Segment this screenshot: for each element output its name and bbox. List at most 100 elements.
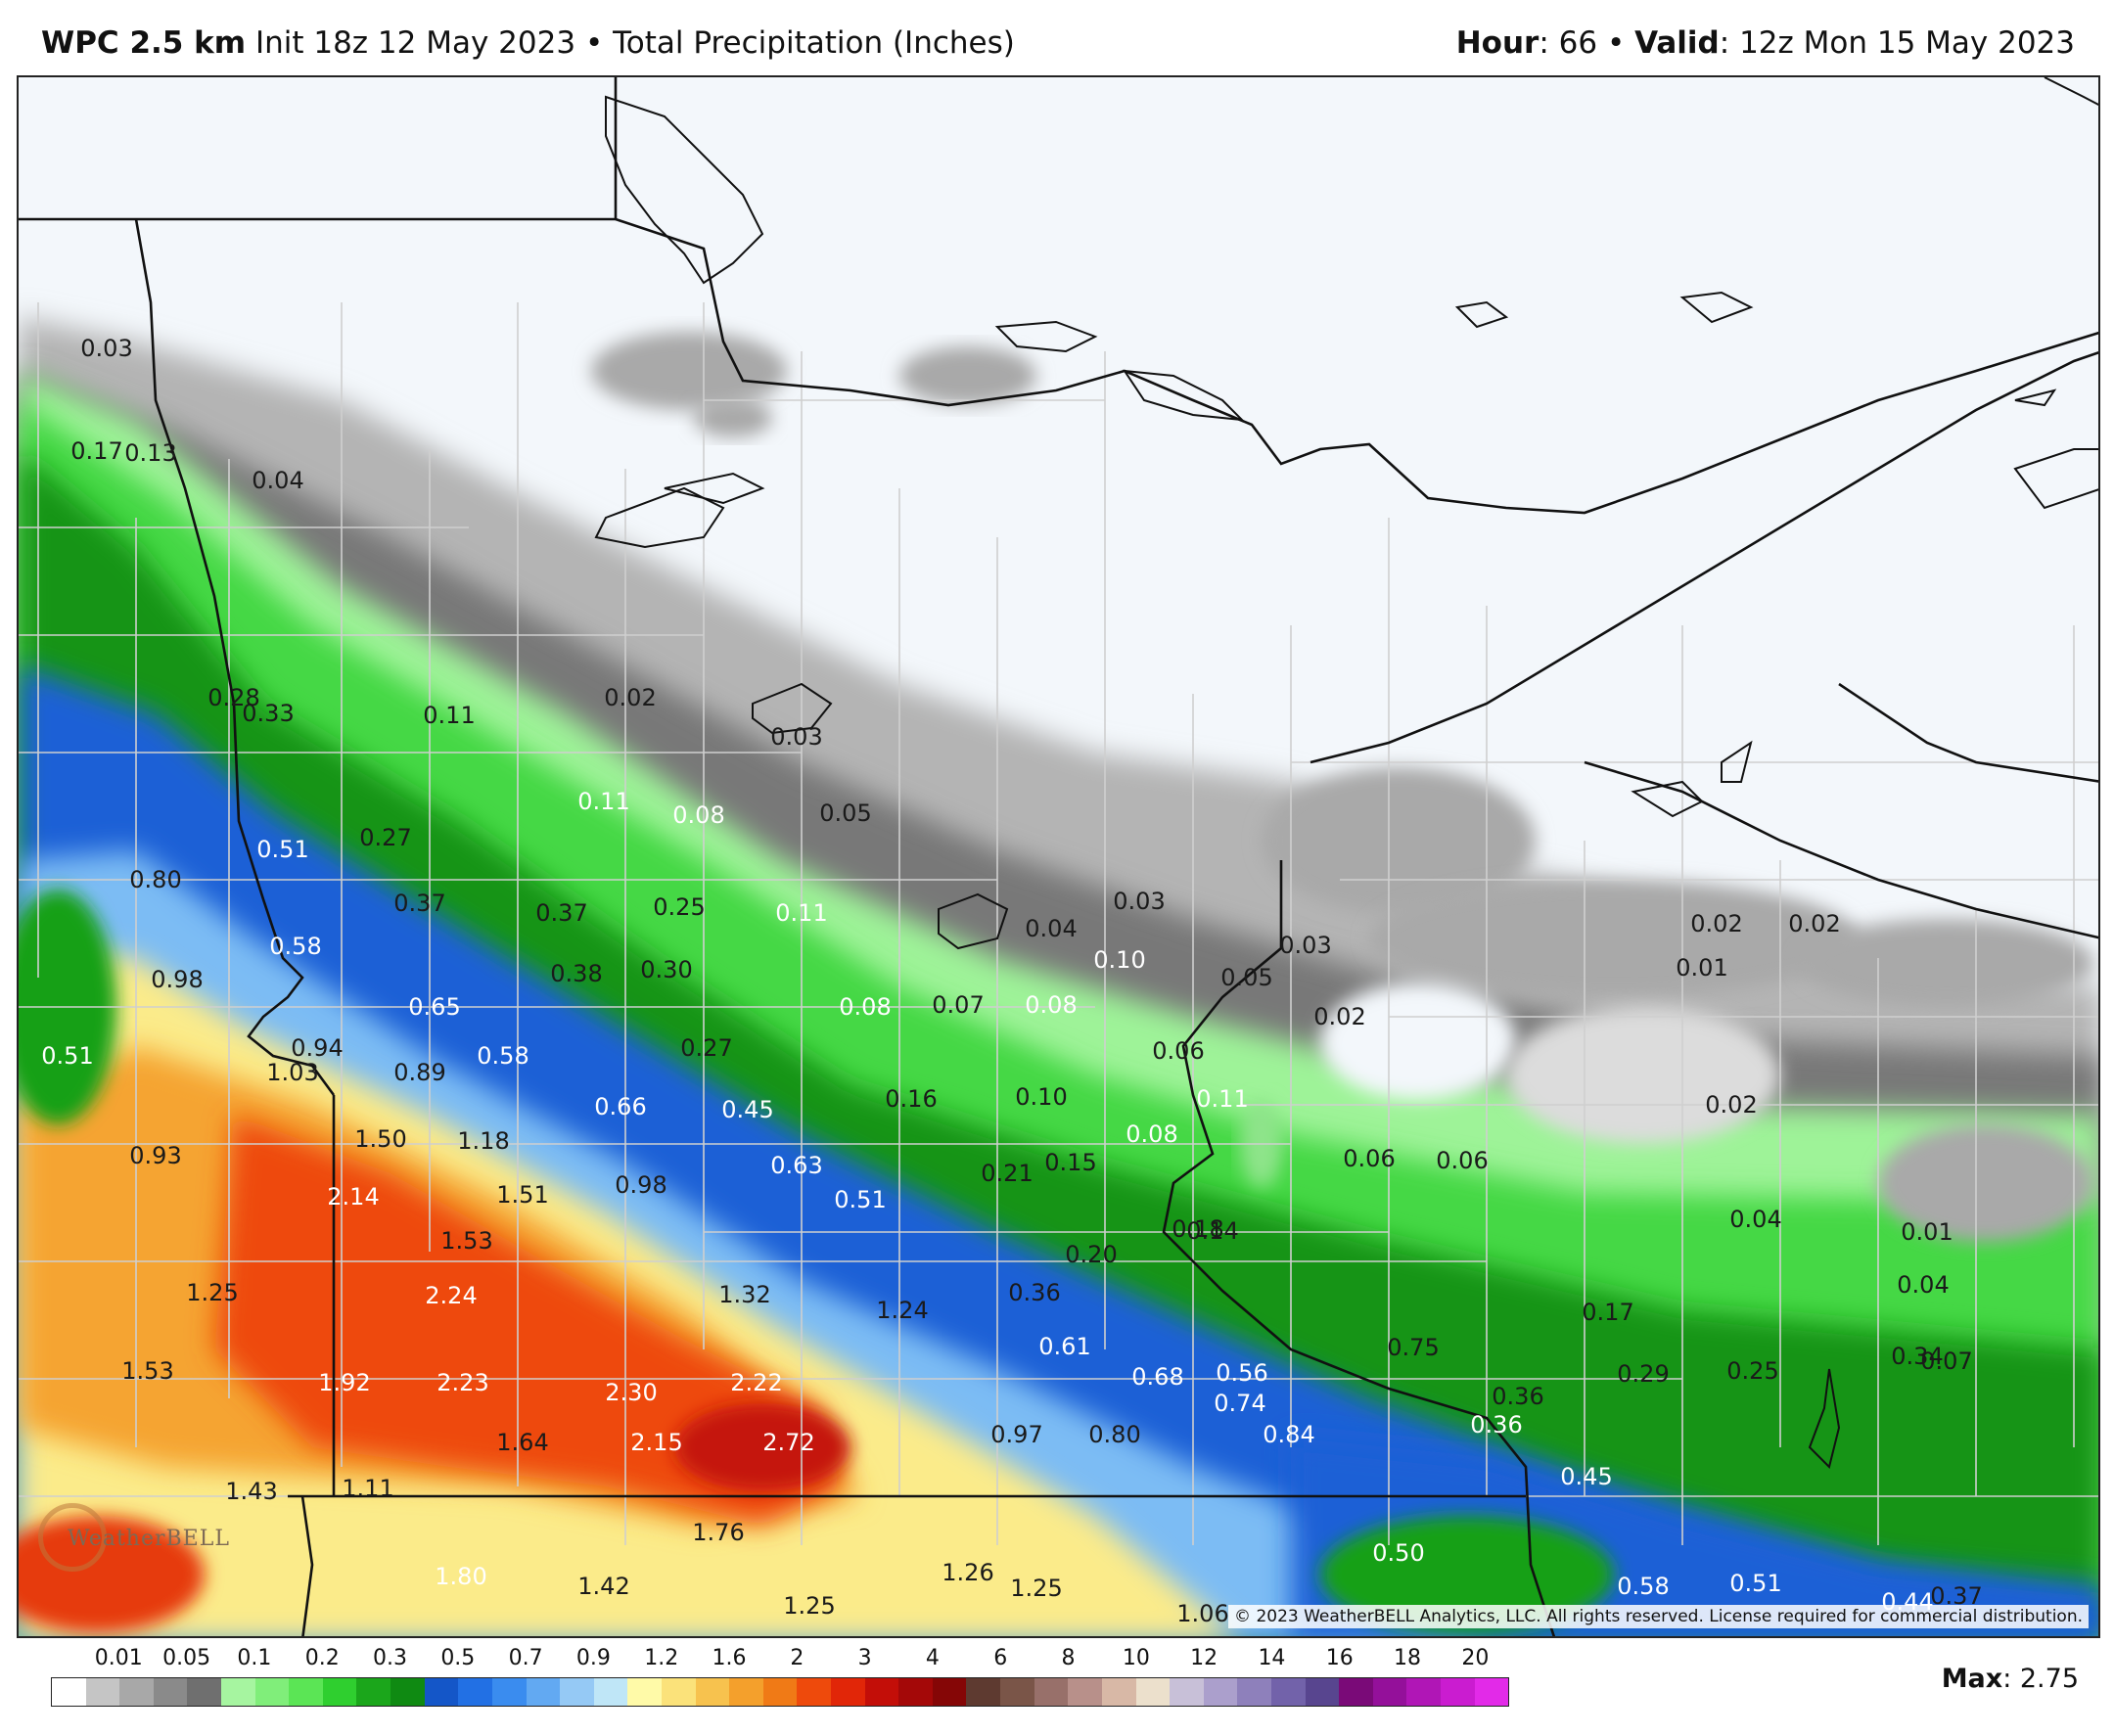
precip-value-label: 0.45 [721,1096,773,1123]
legend-swatch [1306,1678,1340,1706]
legend-tick-label: 0.1 [237,1646,271,1670]
isle-royale-area [1457,293,1751,327]
precip-value-label: 0.37 [535,899,587,927]
legend-swatch [1406,1678,1441,1706]
separator: • [585,25,603,61]
precip-value-label: 0.75 [1387,1334,1439,1361]
precip-value-label: 0.13 [124,439,176,467]
valid-value: : 12z Mon 15 May 2023 [1720,25,2075,61]
precip-value-label: 0.10 [1015,1083,1067,1111]
precip-value-label: 0.06 [1436,1147,1488,1174]
precip-value-label: 0.03 [770,723,822,751]
legend-tick-label: 0.9 [576,1646,611,1670]
legend-swatch [458,1678,492,1706]
legend-swatch [729,1678,763,1706]
precip-value-label: 0.89 [393,1059,445,1086]
hour-label: Hour [1456,25,1540,61]
legend-swatch [221,1678,255,1706]
legend-swatch [1102,1678,1136,1706]
superior-bay-2 [2015,390,2054,405]
precip-value-label: 0.17 [1582,1299,1633,1326]
legend-tick-label: 3 [858,1646,872,1670]
separator: • [1607,25,1625,61]
legend-swatch [255,1678,290,1706]
rainy-lake-islands [997,322,1095,351]
legend-tick-label: 4 [926,1646,940,1670]
precip-value-label: 0.08 [839,993,891,1021]
legend-swatch [966,1678,1000,1706]
precip-value-label: 0.56 [1216,1359,1267,1387]
red-lake-upper [665,474,762,503]
legend-tick-label: 14 [1258,1646,1285,1670]
legend-swatch [865,1678,899,1706]
precip-value-label: 0.30 [640,956,692,983]
legend-swatch [831,1678,865,1706]
precip-value-label: 0.01 [1901,1218,1953,1246]
legend-colorbar [51,1677,1509,1707]
legend-swatch [898,1678,933,1706]
precip-value-label: 0.21 [981,1160,1033,1187]
precip-value-label: 0.14 [1186,1217,1238,1245]
legend-tick-label: 2 [790,1646,804,1670]
precip-value-label: 0.80 [129,866,181,893]
precip-value-label: 0.38 [550,960,602,987]
precip-value-label: 0.11 [1196,1085,1248,1113]
precip-value-label: 1.50 [354,1125,406,1153]
precip-value-label: 1.64 [496,1429,548,1456]
legend-swatch [187,1678,221,1706]
legend-tick-label: 0.5 [440,1646,475,1670]
precip-value-label: 0.36 [1470,1411,1522,1439]
legend-tick-label: 20 [1461,1646,1489,1670]
precip-value-label: 0.50 [1372,1539,1424,1567]
precip-value-label: 0.27 [680,1034,732,1062]
legend-swatch [1000,1678,1034,1706]
legend-tick-label: 12 [1190,1646,1218,1670]
legend-swatch [1136,1678,1171,1706]
precip-field [19,317,2100,1638]
precip-value-label: 0.11 [577,788,629,815]
product-name: Total Precipitation (Inches) [613,25,1015,61]
precip-value-label: 1.51 [496,1181,548,1209]
precip-value-label: 2.72 [762,1429,814,1456]
precip-value-label: 1.25 [1010,1575,1062,1602]
lake-superior-shore [1310,351,2100,762]
legend-swatch [594,1678,628,1706]
precip-value-label: 1.24 [876,1297,928,1324]
legend-tick-label: 0.3 [373,1646,407,1670]
legend-swatch [1068,1678,1102,1706]
precip-value-label: 0.04 [1025,915,1077,942]
lake-of-the-woods [606,97,762,283]
precip-value-label: 0.08 [672,801,724,829]
legend-swatch [323,1678,357,1706]
legend-swatch [289,1678,323,1706]
precip-value-label: 0.20 [1065,1241,1117,1268]
precip-value-label: 0.68 [1131,1363,1183,1391]
precip-value-label: 1.80 [435,1563,486,1590]
precip-value-label: 0.07 [1920,1348,1972,1375]
precipitation-map[interactable]: 0.03 0.17 0.13 0.04 0.28 0.33 0.11 0.02 0.03 0.11… [17,75,2100,1638]
legend-swatch [356,1678,391,1706]
legend-swatch [1441,1678,1475,1706]
legend-swatch [1271,1678,1306,1706]
legend-swatch [527,1678,561,1706]
max-value: : 2.75 [2002,1664,2079,1694]
weatherbell-logo: WeatherBELL [24,1497,230,1585]
legend-swatch [391,1678,425,1706]
legend-tick-label: 10 [1123,1646,1150,1670]
precip-value-label: 2.23 [437,1369,488,1396]
precip-value-label: 0.03 [1279,932,1331,959]
precip-value-label: 1.18 [457,1127,509,1155]
legend-swatch [1034,1678,1069,1706]
precip-value-label: 0.80 [1088,1421,1140,1448]
precip-value-label: 0.84 [1263,1421,1314,1448]
gray-blob-north-3 [694,398,772,437]
precip-value-label: 0.03 [1113,888,1165,915]
precip-value-label: 1.25 [783,1592,835,1620]
legend-tick-label: 1.2 [644,1646,678,1670]
legend-swatch [119,1678,154,1706]
precip-value-label: 0.25 [653,893,705,921]
precip-value-label: 0.05 [1220,964,1272,991]
precip-value-label: 0.58 [269,933,321,960]
precip-value-label: 0.33 [242,700,294,727]
precip-value-label: 2.30 [605,1379,657,1406]
